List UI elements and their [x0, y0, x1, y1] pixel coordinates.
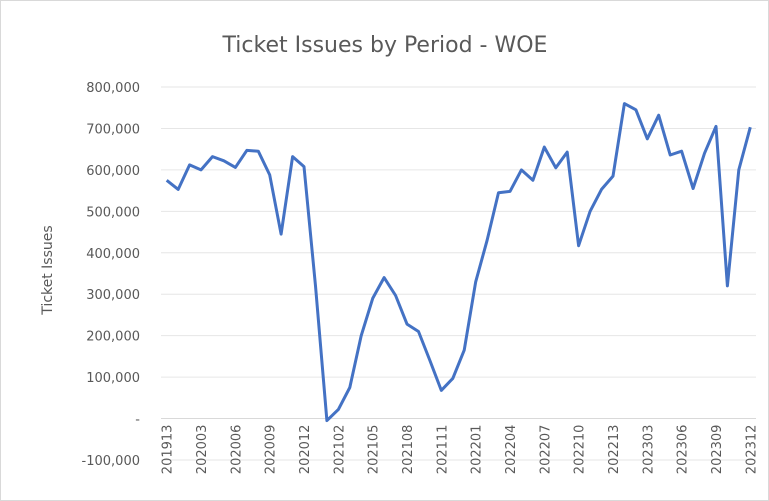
y-tick-label: 500,000: [86, 205, 140, 220]
x-tick-label: 202303: [641, 425, 656, 475]
x-tick-label: 202201: [470, 425, 485, 475]
y-tick-label: 100,000: [86, 371, 140, 386]
chart-title: Ticket Issues by Period - WOE: [222, 33, 548, 58]
x-tick-label: 202207: [538, 425, 553, 475]
x-tick-label: 202012: [298, 425, 313, 475]
x-tick-label: 202105: [367, 425, 382, 475]
y-tick-label: 400,000: [86, 247, 140, 262]
x-tick-label: 202312: [744, 425, 759, 475]
x-tick-label: 202108: [401, 425, 416, 475]
y-tick-label: 600,000: [86, 164, 140, 179]
x-tick-label: 202003: [195, 425, 210, 475]
y-tick-label: 800,000: [86, 81, 140, 96]
x-tick-label: 201913: [161, 425, 176, 475]
x-tick-label: 202111: [435, 425, 450, 475]
y-axis-title: Ticket Issues: [40, 225, 56, 315]
x-tick-label: 202009: [264, 425, 279, 475]
x-tick-label: 202309: [710, 425, 725, 475]
y-tick-label: 200,000: [86, 330, 140, 345]
y-tick-label: -: [135, 413, 140, 428]
series-line: [165, 102, 752, 423]
x-tick-label: 202306: [676, 425, 691, 475]
y-tick-label: 300,000: [86, 288, 140, 303]
y-tick-label: 700,000: [86, 122, 140, 137]
x-tick-label: 202102: [332, 425, 347, 475]
x-tick-label: 202204: [504, 425, 519, 475]
y-tick-label: -100,000: [82, 454, 140, 469]
x-tick-label: 202210: [573, 425, 588, 475]
x-tick-label: 202006: [229, 425, 244, 475]
x-tick-label: 202213: [607, 425, 622, 475]
